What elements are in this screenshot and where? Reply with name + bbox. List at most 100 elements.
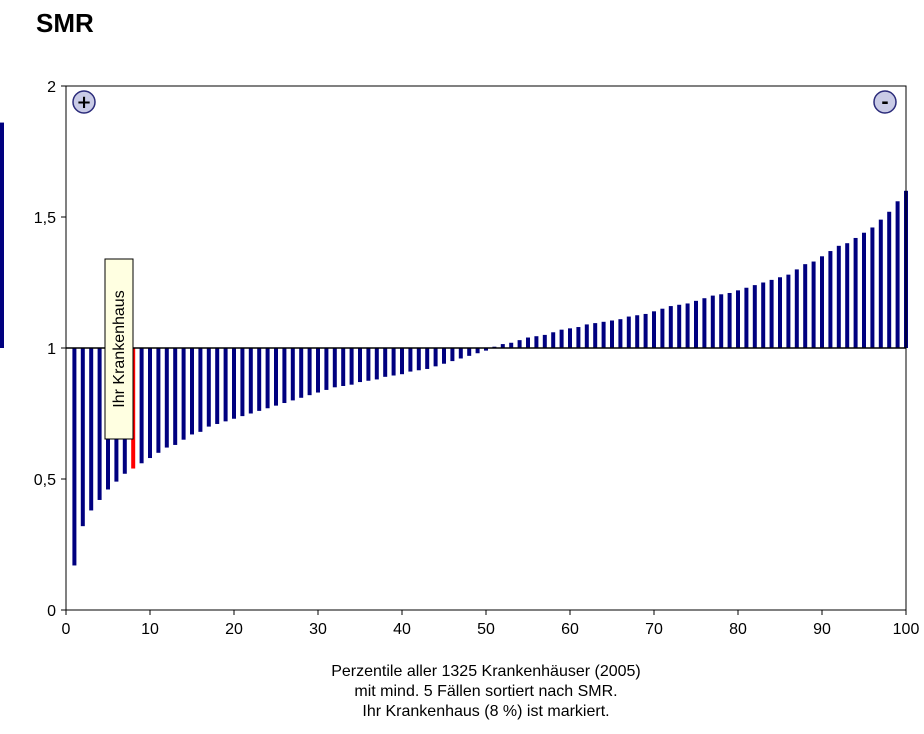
bar <box>685 303 690 348</box>
bar <box>257 348 262 411</box>
bar <box>206 348 211 427</box>
bar <box>526 337 530 348</box>
bar <box>752 285 757 348</box>
bar <box>845 243 850 348</box>
bar <box>190 348 194 435</box>
bar <box>484 348 488 351</box>
bar <box>853 237 858 348</box>
marker-label-box <box>104 258 134 440</box>
y-tick-label: 1,5 <box>34 210 56 227</box>
bar <box>786 274 791 348</box>
bar <box>677 304 682 348</box>
bar <box>870 227 875 348</box>
axes-group: 0 10 20 30 40 50 60 70 80 90 100 0 0,5 1 1,5 2 <box>34 79 920 638</box>
bar <box>223 348 228 422</box>
bar <box>660 308 665 348</box>
zoom-in-button[interactable]: + <box>72 90 96 114</box>
bar <box>72 348 77 566</box>
bar <box>450 348 455 362</box>
bar <box>719 294 724 348</box>
bar <box>862 232 866 348</box>
bar <box>836 245 841 348</box>
bar <box>97 348 102 500</box>
bar <box>736 290 740 348</box>
caption-line-3: Ihr Krankenhaus (8 %) ist markiert. <box>362 703 610 720</box>
y-tick-label: 0,5 <box>34 472 56 489</box>
caption-line-2: mit mind. 5 Fällen sortiert nach SMR. <box>354 683 618 700</box>
bar <box>366 348 371 381</box>
bar <box>324 348 329 390</box>
caption: Perzentile aller 1325 Krankenhäuser (200… <box>236 662 736 722</box>
x-tick-label: 20 <box>225 621 243 638</box>
bar <box>408 348 413 372</box>
zoom-in-label: + <box>76 92 91 113</box>
bar <box>164 348 169 448</box>
zoom-out-icon[interactable] <box>873 90 897 114</box>
marker-label: Ihr Krankenhaus <box>111 290 128 407</box>
bar <box>265 348 270 409</box>
x-tick-label: 80 <box>729 621 747 638</box>
bar <box>425 348 430 369</box>
bar <box>89 348 94 511</box>
x-tick-label: 70 <box>645 621 663 638</box>
bar <box>820 256 824 348</box>
bar <box>576 327 581 348</box>
your-hospital-marker: Ihr Krankenhaus <box>104 258 134 440</box>
zoom-in-icon[interactable] <box>72 90 96 114</box>
x-tick-label: 50 <box>477 621 495 638</box>
bar <box>778 277 782 348</box>
x-tick-label: 0 <box>62 621 71 638</box>
bar <box>181 348 186 440</box>
x-tick-label: 90 <box>813 621 831 638</box>
bar <box>811 261 816 348</box>
y-tick-label: 2 <box>47 79 56 96</box>
bar <box>148 348 152 459</box>
caption-line-1: Perzentile aller 1325 Krankenhäuser (200… <box>331 663 641 680</box>
x-tick-label: 100 <box>893 621 920 638</box>
bar <box>240 348 245 417</box>
bar <box>307 348 312 396</box>
bar <box>467 348 472 356</box>
bar <box>274 348 278 406</box>
bar <box>374 348 379 380</box>
bar <box>568 328 572 348</box>
bar <box>433 348 438 367</box>
bar <box>803 264 808 348</box>
bar <box>349 348 354 385</box>
bar <box>626 316 631 348</box>
bar <box>139 348 144 464</box>
y-tick-label: 0 <box>47 603 56 620</box>
bar <box>299 348 304 398</box>
bar <box>248 348 253 414</box>
bar <box>828 251 833 348</box>
bar <box>391 348 396 376</box>
zoom-out-button[interactable]: - <box>873 90 897 114</box>
bar <box>559 329 564 348</box>
bar <box>517 340 522 348</box>
bar <box>0 122 4 349</box>
bar <box>290 348 295 401</box>
y-tick-label: 1 <box>47 341 56 358</box>
bar <box>383 348 388 377</box>
bar <box>232 348 236 419</box>
bar <box>668 306 673 348</box>
bar <box>652 311 656 348</box>
bar <box>198 348 203 432</box>
bar <box>694 300 698 348</box>
bar <box>332 348 337 388</box>
bar <box>643 313 648 348</box>
bar <box>442 348 446 364</box>
bar <box>156 348 161 453</box>
bar <box>618 319 623 348</box>
bar <box>475 348 480 354</box>
bar <box>282 348 287 404</box>
x-tick-label: 30 <box>309 621 327 638</box>
bar <box>358 348 362 383</box>
smr-chart: 0 10 20 30 40 50 60 70 80 90 100 0 0,5 1 1,5 2 + - Ihr … <box>0 79 920 638</box>
bar <box>769 279 774 348</box>
bar <box>542 334 547 348</box>
bar <box>744 287 749 348</box>
bar <box>215 348 220 424</box>
bar <box>635 315 640 348</box>
bar <box>727 292 732 348</box>
